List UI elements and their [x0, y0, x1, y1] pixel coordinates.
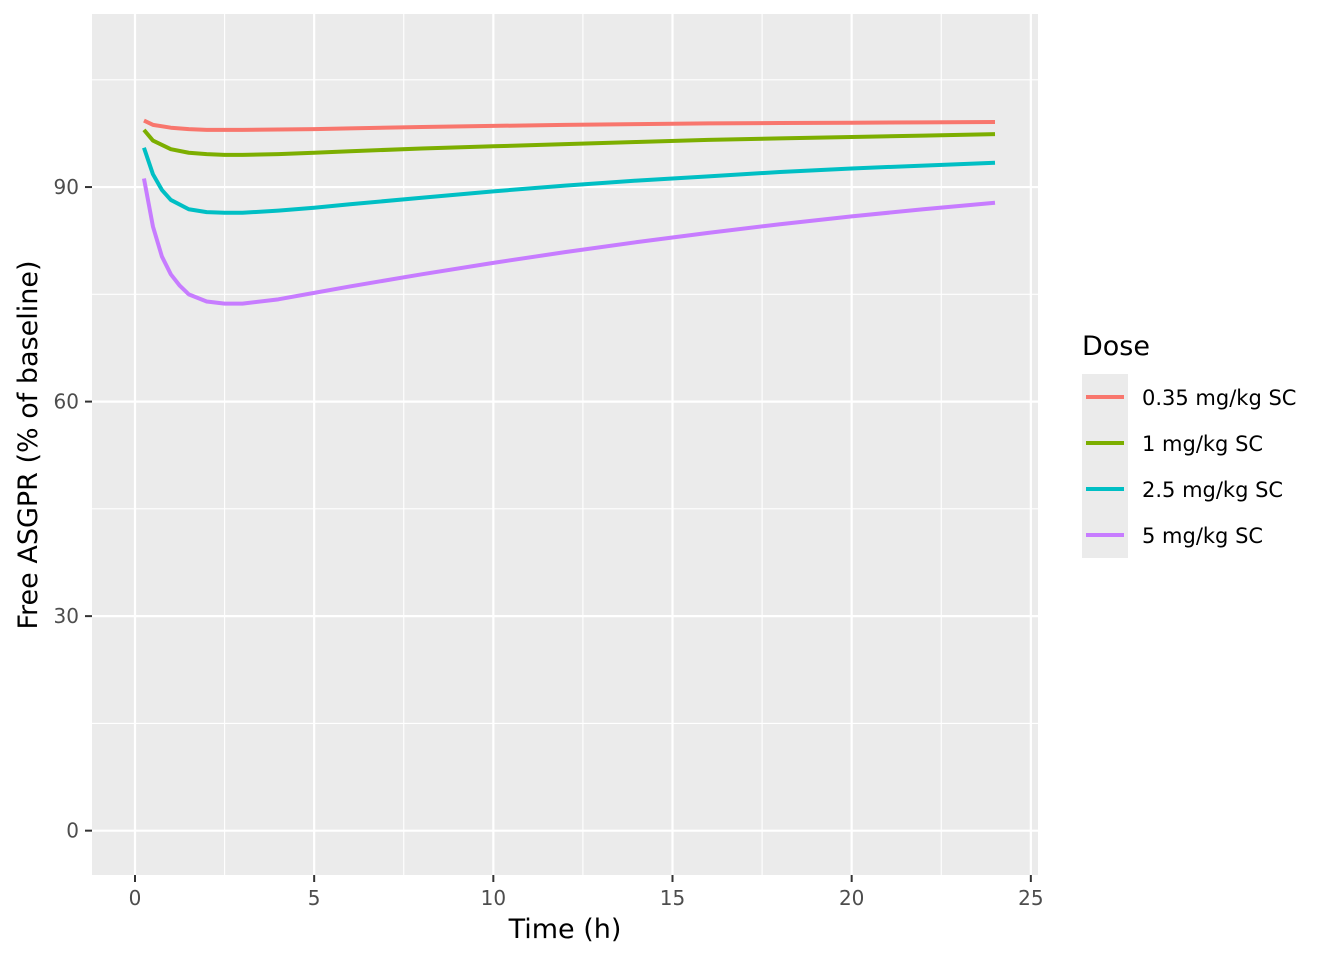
series-line: [143, 118, 996, 132]
legend-label: 0.35 mg/kg SC: [1142, 386, 1296, 410]
legend-title: Dose: [1082, 331, 1150, 362]
y-tick-label: 60: [54, 390, 79, 414]
x-tick-label: 0: [129, 886, 142, 910]
y-tick-label: 90: [54, 175, 79, 199]
series-line: [142, 128, 996, 157]
legend-key-background: [1082, 374, 1128, 558]
series-line: [142, 147, 996, 215]
x-tick-label: 25: [1018, 886, 1043, 910]
x-tick-label: 10: [481, 886, 506, 910]
x-tick-label: 15: [660, 886, 685, 910]
legend: Dose 0.35 mg/kg SC 1 mg/kg SC 2.5 mg/kg SC…: [1082, 331, 1296, 558]
minor-gridlines: [92, 14, 1038, 875]
x-tick-label: 20: [839, 886, 864, 910]
legend-label: 2.5 mg/kg SC: [1142, 478, 1283, 502]
series-lines: [141, 118, 996, 306]
x-axis-title: Time (h): [508, 914, 622, 945]
legend-items: 0.35 mg/kg SC 1 mg/kg SC 2.5 mg/kg SC 5 mg/…: [1086, 386, 1296, 548]
y-tick-labels: 0 30 60 90: [54, 175, 79, 843]
series-line: [141, 178, 996, 306]
y-tick-label: 0: [66, 819, 79, 843]
y-axis-title: Free ASGPR (% of baseline): [13, 260, 44, 629]
major-gridlines: [92, 14, 1038, 875]
panel-background: [92, 14, 1038, 875]
x-tick-label: 5: [308, 886, 321, 910]
y-tick-label: 30: [54, 604, 79, 628]
x-tick-labels: 0 5 10 15 20 25: [129, 886, 1044, 910]
legend-label: 1 mg/kg SC: [1142, 432, 1263, 456]
axis-ticks: [85, 186, 1032, 882]
legend-label: 5 mg/kg SC: [1142, 524, 1263, 548]
